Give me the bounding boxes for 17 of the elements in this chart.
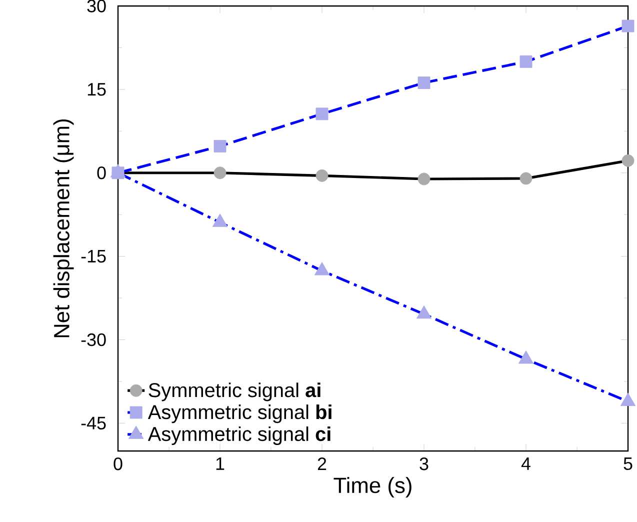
- y-tick-label: -45: [81, 416, 106, 430]
- y-tick-label: 30: [87, 0, 106, 12]
- x-tick-label: 3: [420, 458, 428, 470]
- x-tick-label: 2: [318, 458, 326, 470]
- y-tick-label: 15: [88, 83, 106, 96]
- y-axis-title: Net displacement (μm): [53, 119, 74, 338]
- x-tick-label: 0: [114, 458, 122, 470]
- y-tick-label: -15: [81, 250, 106, 263]
- x-axis-title: Time (s): [334, 477, 412, 498]
- legend-label: Symmetric signal ai: [148, 382, 320, 402]
- x-tick-label: 5: [624, 458, 632, 470]
- y-tick-label: 0: [97, 166, 106, 180]
- legend-label: Asymmetric signal ci: [148, 426, 330, 446]
- y-tick-label: -30: [81, 333, 106, 346]
- x-tick-label: 4: [521, 458, 530, 470]
- legend-label: Asymmetric signal bi: [148, 404, 332, 424]
- x-tick-label: 1: [216, 458, 224, 470]
